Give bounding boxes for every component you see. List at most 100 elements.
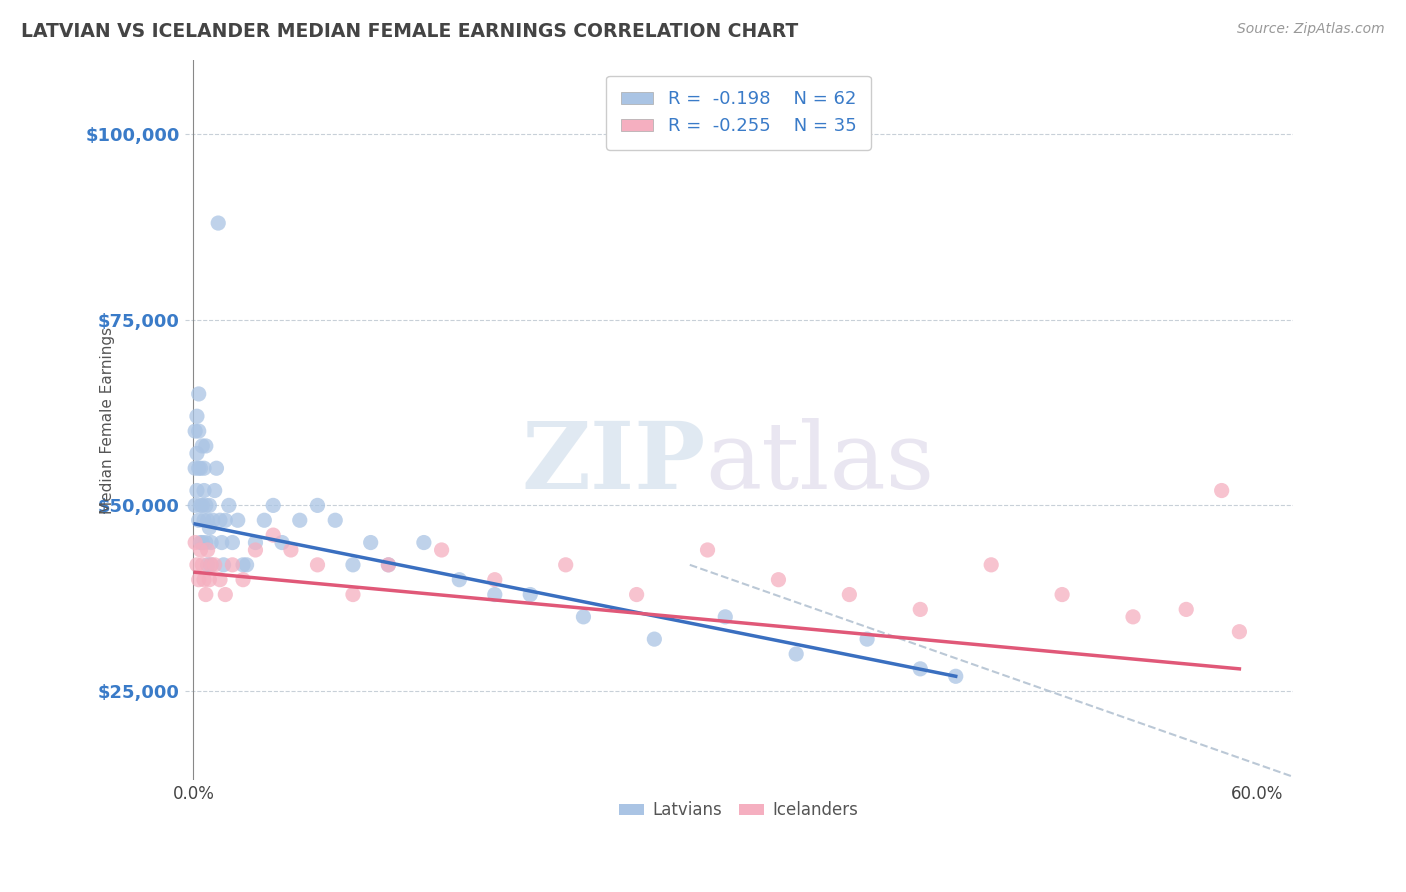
Point (768, 573, 790, 587)
Point (307, 499, 329, 513)
Point (572, 610, 595, 624)
Point (191, 439, 214, 453)
Point (430, 543, 453, 558)
Point (184, 499, 207, 513)
Point (235, 558, 257, 572)
Point (377, 558, 399, 572)
Point (714, 610, 737, 624)
Point (323, 513, 346, 527)
Point (208, 513, 231, 527)
Point (187, 461, 209, 475)
Point (200, 535, 222, 549)
Point (214, 513, 236, 527)
Point (204, 558, 226, 572)
Point (187, 387, 209, 401)
Point (1229, 624, 1251, 639)
Point (194, 439, 217, 453)
Point (1211, 483, 1233, 498)
Text: atlas: atlas (706, 418, 935, 508)
Point (190, 543, 212, 558)
Point (280, 543, 302, 558)
Point (208, 573, 231, 587)
Point (190, 499, 212, 513)
Point (194, 499, 217, 513)
Point (1175, 602, 1198, 616)
Point (218, 499, 240, 513)
Point (626, 588, 648, 602)
Point (186, 409, 208, 424)
Point (449, 573, 471, 587)
Point (307, 558, 329, 572)
Point (785, 647, 807, 661)
Text: LATVIAN VS ICELANDER MEDIAN FEMALE EARNINGS CORRELATION CHART: LATVIAN VS ICELANDER MEDIAN FEMALE EARNI… (21, 22, 799, 41)
Text: Source: ZipAtlas.com: Source: ZipAtlas.com (1237, 22, 1385, 37)
Point (197, 513, 219, 527)
Point (910, 662, 932, 676)
Point (186, 446, 208, 460)
Point (198, 573, 221, 587)
Y-axis label: Median Female Earnings: Median Female Earnings (100, 326, 115, 514)
Point (187, 573, 209, 587)
Point (232, 573, 254, 587)
Point (519, 588, 541, 602)
Point (945, 669, 967, 683)
Point (184, 424, 207, 438)
Point (191, 535, 214, 549)
Point (377, 558, 399, 572)
Point (910, 602, 932, 616)
Point (186, 558, 208, 572)
Point (253, 513, 276, 527)
Point (1050, 588, 1073, 602)
Point (288, 513, 311, 527)
Point (360, 535, 382, 549)
Point (200, 558, 222, 572)
Point (201, 513, 224, 527)
Point (221, 558, 243, 572)
Point (207, 216, 229, 230)
Point (214, 588, 236, 602)
Point (204, 483, 226, 498)
Point (197, 543, 219, 558)
Point (342, 588, 364, 602)
Point (186, 483, 208, 498)
Point (190, 461, 212, 475)
Point (696, 543, 718, 558)
Point (193, 461, 215, 475)
Point (262, 528, 284, 542)
Point (194, 535, 217, 549)
Point (245, 543, 267, 558)
Point (205, 461, 228, 475)
Point (200, 558, 222, 572)
Point (412, 535, 434, 549)
Point (262, 499, 284, 513)
Point (226, 513, 249, 527)
Point (211, 535, 233, 549)
Point (554, 558, 576, 572)
Point (193, 573, 215, 587)
Legend: Latvians, Icelanders: Latvians, Icelanders (613, 795, 865, 826)
Point (187, 424, 209, 438)
Point (191, 558, 214, 572)
Point (197, 558, 219, 572)
Text: ZIP: ZIP (522, 418, 706, 508)
Point (856, 632, 879, 647)
Point (484, 573, 506, 587)
Point (184, 535, 207, 549)
Point (184, 461, 207, 475)
Point (194, 588, 217, 602)
Point (221, 535, 243, 549)
Point (342, 558, 364, 572)
Point (212, 558, 235, 572)
Point (484, 588, 506, 602)
Point (190, 535, 212, 549)
Point (191, 499, 214, 513)
Point (232, 558, 254, 572)
Point (1122, 610, 1144, 624)
Point (187, 513, 209, 527)
Point (838, 588, 860, 602)
Point (193, 513, 215, 527)
Point (198, 499, 221, 513)
Point (980, 558, 1002, 572)
Point (643, 632, 665, 647)
Point (245, 535, 267, 549)
